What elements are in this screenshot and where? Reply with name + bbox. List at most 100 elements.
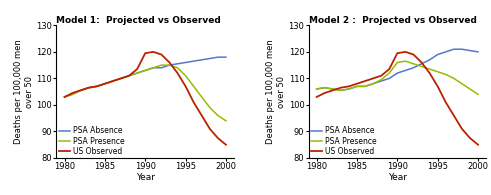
Legend: PSA Absence, PSA Presence, US Observed: PSA Absence, PSA Presence, US Observed bbox=[59, 126, 125, 156]
US Observed bbox=[134, 68, 140, 70]
PSA Absence bbox=[78, 89, 83, 91]
PSA Presence bbox=[354, 85, 360, 88]
PSA Presence bbox=[370, 82, 376, 85]
PSA Presence bbox=[118, 77, 124, 80]
PSA Absence bbox=[150, 67, 156, 69]
PSA Presence bbox=[223, 120, 229, 122]
Text: Model 2 :  Projected vs Observed: Model 2 : Projected vs Observed bbox=[308, 16, 476, 25]
US Observed bbox=[207, 128, 213, 130]
PSA Presence bbox=[70, 93, 76, 96]
PSA Absence bbox=[314, 88, 320, 90]
PSA Presence bbox=[78, 89, 83, 91]
PSA Absence bbox=[459, 48, 465, 50]
US Observed bbox=[183, 85, 189, 88]
PSA Presence bbox=[159, 64, 164, 66]
PSA Absence bbox=[175, 63, 181, 65]
PSA Presence bbox=[362, 85, 368, 88]
US Observed bbox=[410, 53, 416, 56]
US Observed bbox=[102, 82, 108, 85]
US Observed bbox=[475, 144, 481, 146]
Line: PSA Absence: PSA Absence bbox=[64, 57, 226, 97]
US Observed bbox=[459, 128, 465, 130]
PSA Absence bbox=[410, 67, 416, 69]
PSA Presence bbox=[175, 67, 181, 69]
PSA Absence bbox=[142, 69, 148, 72]
US Observed bbox=[86, 87, 92, 89]
PSA Presence bbox=[443, 73, 449, 76]
US Observed bbox=[118, 77, 124, 80]
PSA Presence bbox=[166, 64, 172, 66]
PSA Absence bbox=[159, 67, 164, 69]
PSA Presence bbox=[215, 114, 221, 117]
PSA Presence bbox=[183, 74, 189, 77]
US Observed bbox=[435, 85, 440, 88]
PSA Absence bbox=[362, 85, 368, 88]
PSA Presence bbox=[126, 74, 132, 77]
PSA Absence bbox=[451, 48, 457, 50]
US Observed bbox=[322, 92, 327, 94]
PSA Presence bbox=[61, 96, 67, 98]
PSA Presence bbox=[150, 67, 156, 69]
PSA Presence bbox=[386, 72, 392, 74]
PSA Absence bbox=[338, 89, 344, 91]
Line: PSA Presence: PSA Presence bbox=[64, 65, 226, 121]
PSA Absence bbox=[394, 72, 400, 74]
US Observed bbox=[215, 137, 221, 139]
PSA Absence bbox=[467, 49, 473, 52]
PSA Presence bbox=[378, 79, 384, 81]
PSA Presence bbox=[110, 80, 116, 82]
Y-axis label: Deaths per 100,000 men
over 50: Deaths per 100,000 men over 50 bbox=[14, 39, 34, 144]
PSA Absence bbox=[134, 72, 140, 74]
US Observed bbox=[191, 101, 196, 103]
PSA Absence bbox=[215, 56, 221, 58]
PSA Absence bbox=[322, 87, 327, 89]
PSA Presence bbox=[394, 61, 400, 64]
US Observed bbox=[394, 52, 400, 54]
PSA Presence bbox=[330, 88, 336, 90]
US Observed bbox=[159, 53, 164, 56]
PSA Absence bbox=[354, 85, 360, 88]
PSA Presence bbox=[134, 72, 140, 74]
Line: US Observed: US Observed bbox=[64, 52, 226, 145]
PSA Absence bbox=[166, 64, 172, 66]
X-axis label: Year: Year bbox=[388, 173, 407, 182]
Line: PSA Presence: PSA Presence bbox=[317, 61, 478, 94]
Line: US Observed: US Observed bbox=[317, 52, 478, 145]
PSA Presence bbox=[191, 85, 196, 88]
PSA Presence bbox=[314, 88, 320, 90]
PSA Absence bbox=[110, 80, 116, 82]
US Observed bbox=[346, 85, 352, 88]
PSA Absence bbox=[419, 63, 425, 65]
US Observed bbox=[94, 85, 100, 88]
PSA Presence bbox=[322, 87, 327, 89]
PSA Absence bbox=[443, 51, 449, 53]
PSA Presence bbox=[199, 96, 205, 98]
US Observed bbox=[166, 61, 172, 64]
US Observed bbox=[150, 51, 156, 53]
Y-axis label: Deaths per 100,000 men
over 50: Deaths per 100,000 men over 50 bbox=[266, 39, 286, 144]
US Observed bbox=[338, 87, 344, 89]
PSA Absence bbox=[346, 88, 352, 90]
US Observed bbox=[142, 52, 148, 54]
US Observed bbox=[110, 80, 116, 82]
Legend: PSA Absence, PSA Presence, US Observed: PSA Absence, PSA Presence, US Observed bbox=[311, 126, 377, 156]
PSA Absence bbox=[70, 93, 76, 96]
Line: PSA Absence: PSA Absence bbox=[317, 49, 478, 90]
PSA Absence bbox=[61, 96, 67, 98]
PSA Absence bbox=[126, 74, 132, 77]
PSA Absence bbox=[370, 82, 376, 85]
PSA Presence bbox=[419, 65, 425, 68]
US Observed bbox=[386, 68, 392, 70]
PSA Absence bbox=[94, 85, 100, 88]
US Observed bbox=[362, 80, 368, 82]
US Observed bbox=[199, 114, 205, 117]
US Observed bbox=[451, 114, 457, 117]
US Observed bbox=[354, 82, 360, 85]
US Observed bbox=[223, 144, 229, 146]
US Observed bbox=[126, 74, 132, 77]
PSA Absence bbox=[183, 61, 189, 64]
PSA Absence bbox=[403, 69, 409, 72]
US Observed bbox=[175, 72, 181, 74]
PSA Absence bbox=[191, 60, 196, 62]
PSA Absence bbox=[199, 59, 205, 61]
